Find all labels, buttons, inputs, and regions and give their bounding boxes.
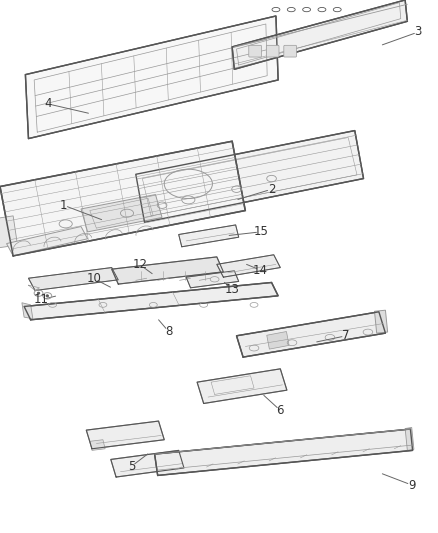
Text: 8: 8 <box>165 325 172 338</box>
Polygon shape <box>112 257 223 284</box>
Polygon shape <box>267 332 289 349</box>
Text: 4: 4 <box>44 98 52 110</box>
Text: 3: 3 <box>415 26 422 38</box>
Polygon shape <box>28 268 118 290</box>
Ellipse shape <box>46 295 49 297</box>
FancyBboxPatch shape <box>249 45 261 57</box>
Text: 9: 9 <box>408 479 416 491</box>
Polygon shape <box>86 421 164 449</box>
Polygon shape <box>197 369 287 403</box>
Polygon shape <box>155 429 413 475</box>
Text: 7: 7 <box>342 329 350 342</box>
Polygon shape <box>237 312 385 357</box>
Ellipse shape <box>37 292 40 294</box>
Polygon shape <box>374 310 388 333</box>
Polygon shape <box>0 141 245 256</box>
Polygon shape <box>179 225 239 247</box>
Text: 12: 12 <box>133 259 148 271</box>
Polygon shape <box>22 303 33 319</box>
Polygon shape <box>186 271 239 288</box>
Text: 5: 5 <box>128 460 135 473</box>
Text: 13: 13 <box>225 283 240 296</box>
Text: 6: 6 <box>276 404 284 417</box>
Polygon shape <box>0 216 18 248</box>
Text: 1: 1 <box>60 199 67 212</box>
Polygon shape <box>405 427 414 450</box>
Polygon shape <box>25 16 278 139</box>
Polygon shape <box>81 195 162 232</box>
Text: 11: 11 <box>34 293 49 306</box>
Polygon shape <box>111 450 184 477</box>
Text: 2: 2 <box>268 183 276 196</box>
Text: 10: 10 <box>87 272 102 285</box>
Polygon shape <box>232 0 407 69</box>
Polygon shape <box>217 255 280 277</box>
Text: 15: 15 <box>253 225 268 238</box>
FancyBboxPatch shape <box>284 45 297 57</box>
Polygon shape <box>7 227 88 256</box>
Text: 14: 14 <box>253 264 268 277</box>
FancyBboxPatch shape <box>266 45 279 57</box>
Polygon shape <box>136 131 364 222</box>
Polygon shape <box>24 282 278 320</box>
Polygon shape <box>90 440 105 450</box>
